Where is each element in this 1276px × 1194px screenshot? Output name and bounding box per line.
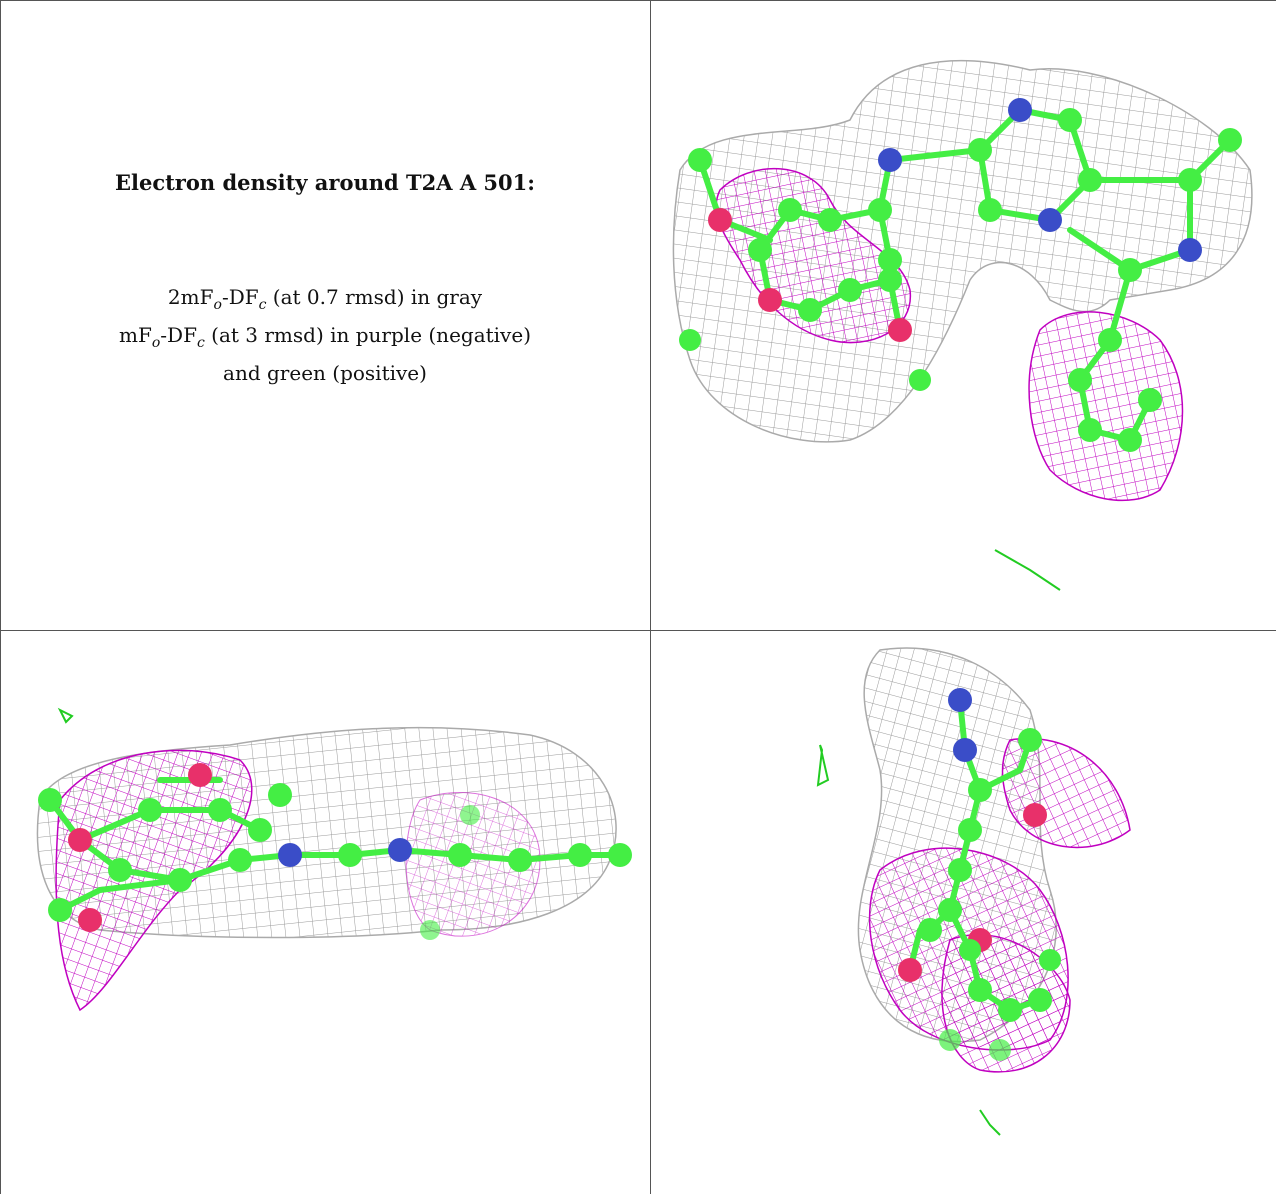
molecule-render-top [816,647,1131,1136]
caption-cell: Electron density around T2A A 501: 2mFo-… [0,0,650,630]
molecule-render-front [672,59,1253,591]
density-view-top [650,630,1276,1194]
legend-line-2fofc: 2mFo-DFc (at 0.7 rmsd) in gray [167,285,483,313]
green-positive-fragment [57,707,74,724]
purple-mesh-2 [1028,311,1184,502]
legend-text: 2mFo-DFc (at 0.7 rmsd) in gray mFo-DFc (… [0,282,650,388]
border-top [0,0,1276,1]
density-view-side [0,630,650,1194]
green-positive-fragment [994,549,1061,591]
green-positive-fragment-2 [979,1109,1001,1136]
figure-title: Electron density around T2A A 501: [114,170,536,195]
density-view-front [650,0,1276,630]
green-positive-fragment-1 [816,744,830,787]
gray-mesh [672,59,1253,443]
atoms [38,763,632,940]
atoms [679,98,1242,452]
purple-mesh-2 [405,792,541,937]
border-middle-horizontal [0,630,1276,631]
molecule-render-side [36,707,632,1012]
border-middle-vertical [650,0,651,1194]
atoms [898,688,1061,1061]
legend-line-positive: and green (positive) [223,361,427,385]
border-left [0,0,1,1194]
legend-line-fofc: mFo-DFc (at 3 rmsd) in purple (negative) [119,323,531,351]
